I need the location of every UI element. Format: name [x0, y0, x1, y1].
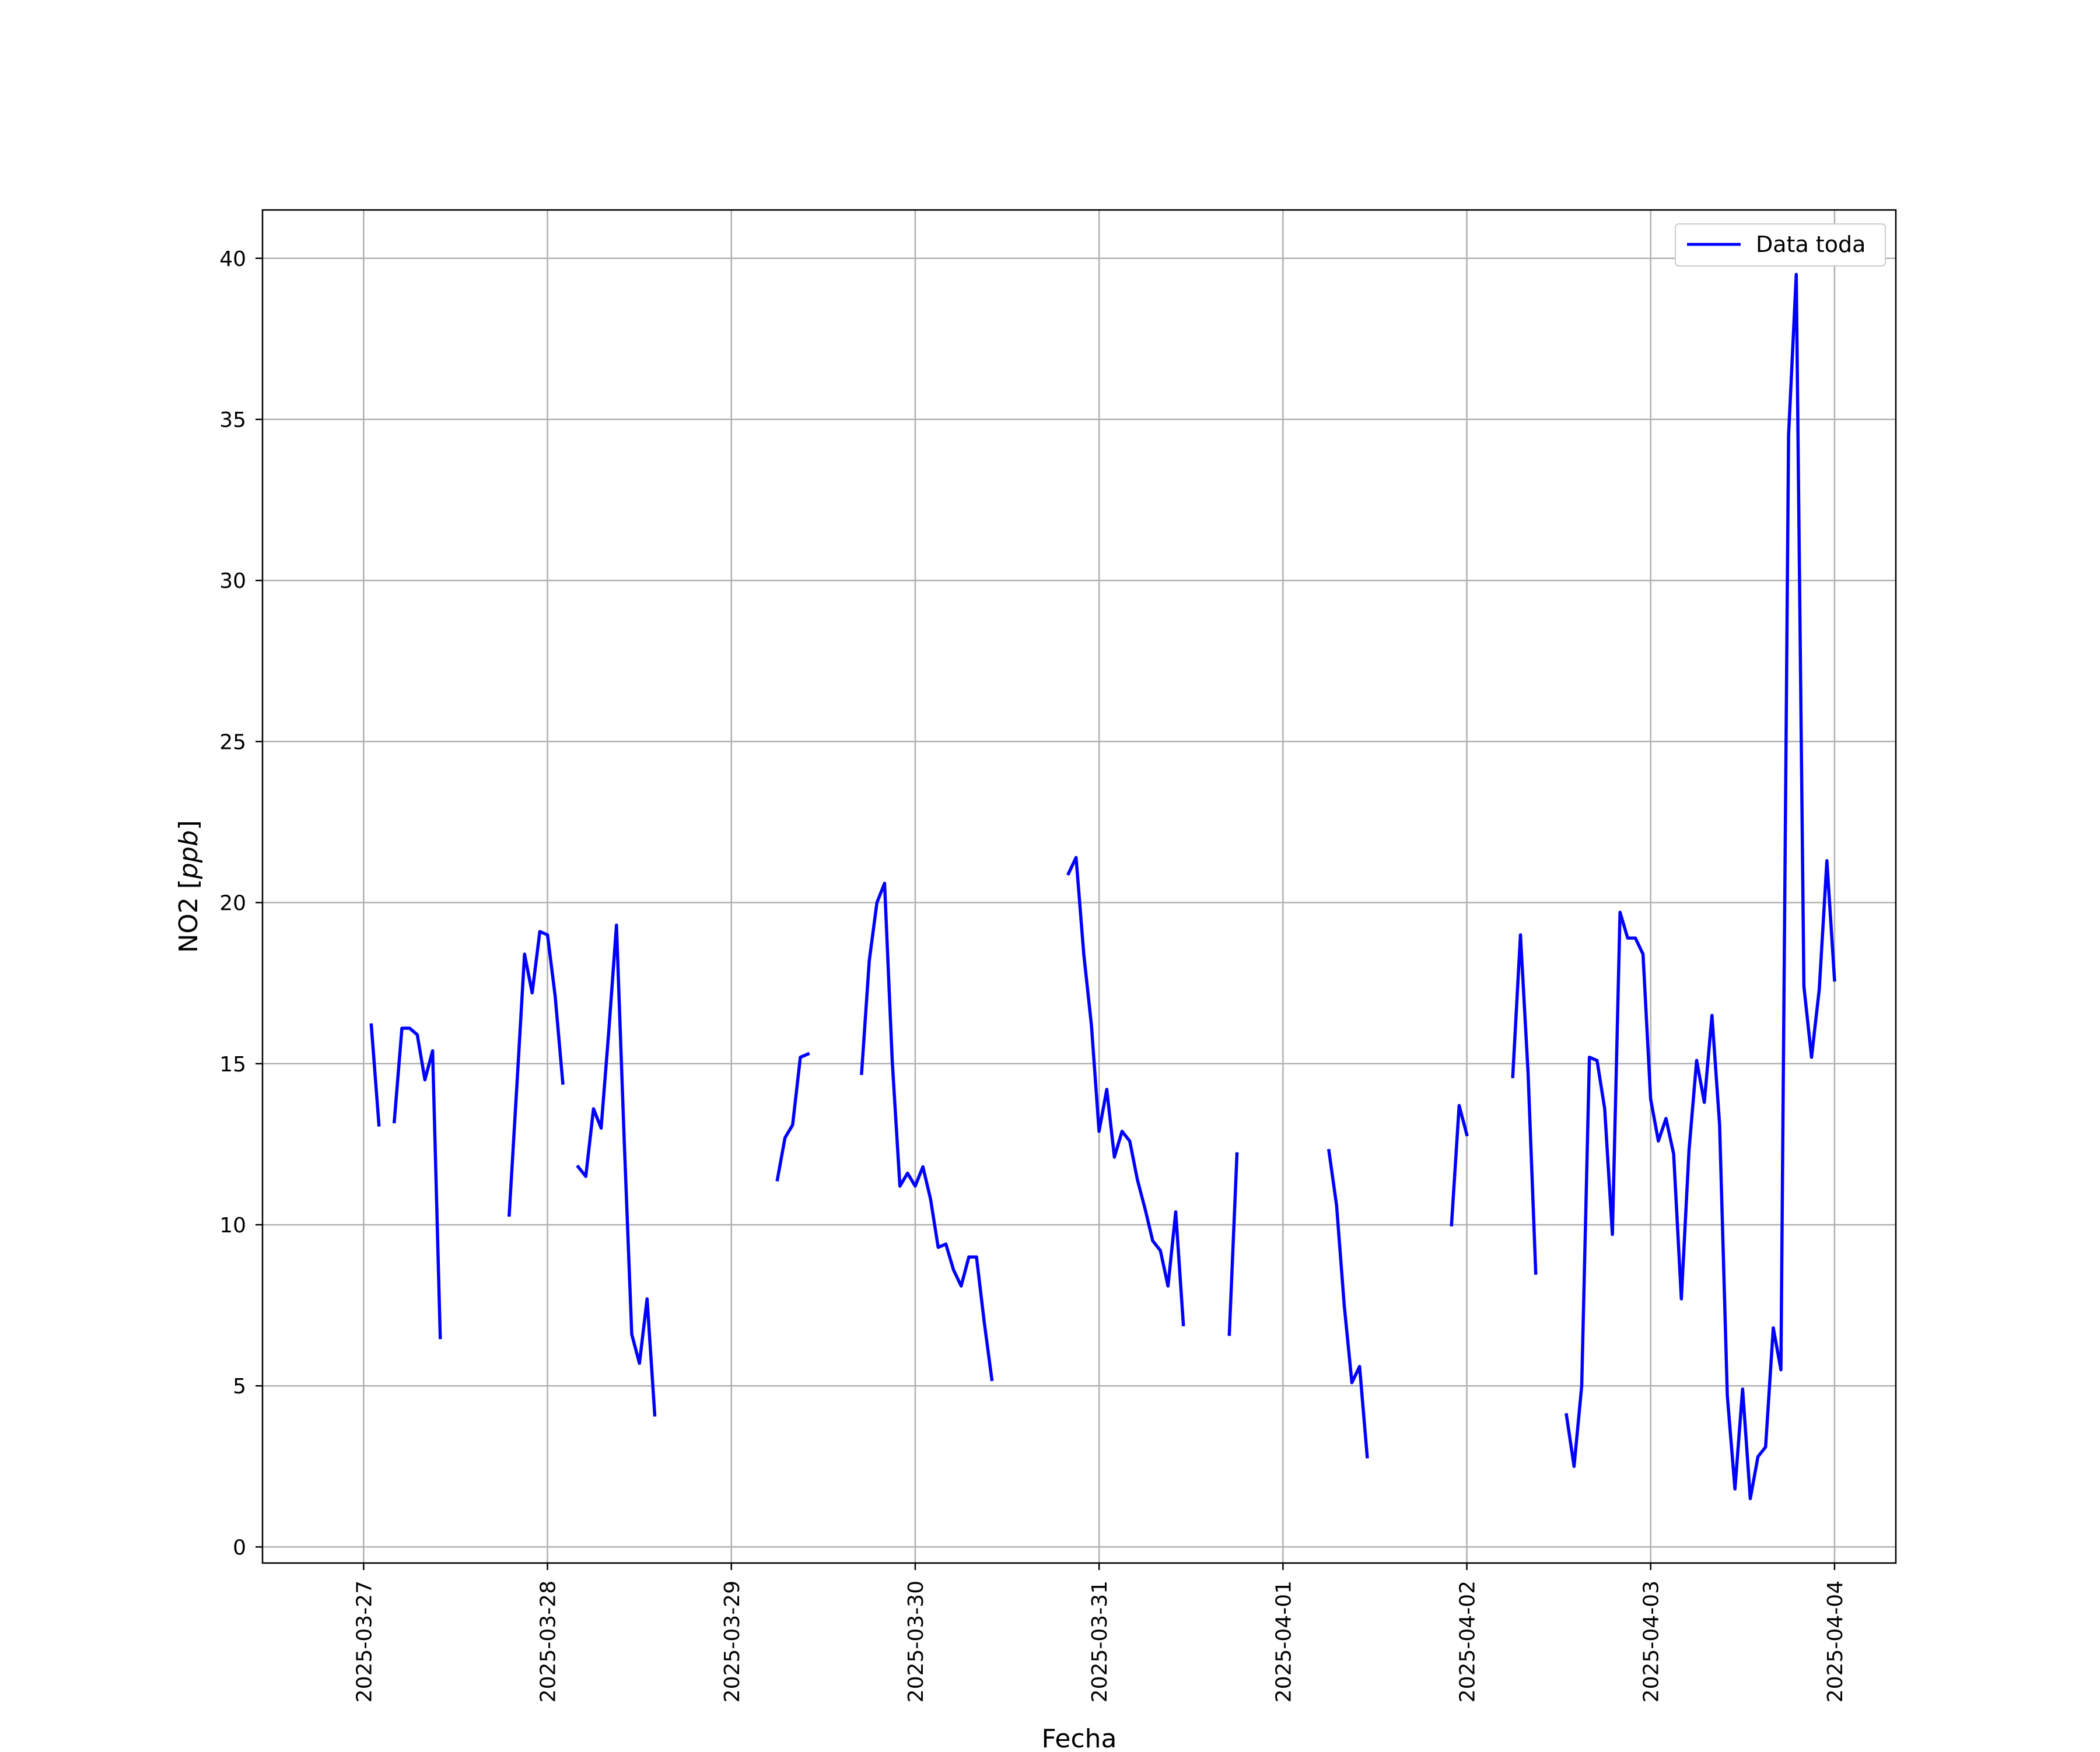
series-line-segment — [1066, 856, 1185, 1327]
x-tick-label: 2025-03-31 — [1088, 1581, 1112, 1702]
y-tick-label: 0 — [233, 1536, 246, 1560]
grid — [262, 210, 1896, 1563]
series-line-segment — [1326, 1148, 1369, 1459]
series-line-segment — [507, 930, 565, 1217]
axes-frame — [261, 209, 1897, 1564]
y-tick-label: 15 — [219, 1053, 246, 1077]
series-line-segment — [1564, 272, 1836, 1501]
x-tick-label: 2025-03-29 — [720, 1581, 744, 1702]
y-tick-label: 30 — [219, 569, 246, 593]
series-line-segment — [775, 1052, 810, 1182]
series-line-segment — [860, 881, 994, 1382]
series-line-segment — [1450, 1103, 1469, 1227]
y-tick-label: 40 — [219, 247, 246, 271]
series-line-segment — [576, 923, 657, 1417]
series-line-segment — [392, 1026, 442, 1340]
series-line-segment — [1227, 1152, 1239, 1336]
y-axis-label-text: NO2 [ — [174, 879, 204, 953]
x-tick-label: 2025-03-28 — [537, 1581, 561, 1702]
legend-box — [1675, 223, 1886, 267]
y-axis-label-unit: ppb — [174, 830, 204, 879]
x-tick-label: 2025-04-02 — [1456, 1581, 1480, 1702]
y-tick-label: 10 — [219, 1214, 246, 1238]
y-axis-label-close: ] — [174, 820, 204, 830]
y-tick-label: 5 — [233, 1375, 246, 1399]
y-tick-label: 25 — [219, 730, 246, 754]
x-tick-label: 2025-03-27 — [352, 1581, 376, 1702]
y-tick-label: 20 — [219, 892, 246, 916]
series-layer — [369, 272, 1836, 1501]
legend: Data toda — [1675, 223, 1886, 267]
y-axis-label: NO2 [ppb] — [174, 820, 204, 953]
x-tick-label: 2025-03-30 — [904, 1581, 928, 1702]
series-line-segment — [1511, 933, 1538, 1275]
ticks: 0 5 10 15 20 25 30 35 40 2025-03-27 2025-03-28 2025… — [219, 247, 1847, 1702]
y-tick-label: 35 — [219, 408, 246, 432]
x-tick-label: 2025-04-01 — [1272, 1581, 1296, 1702]
series-line-segment — [369, 1023, 381, 1127]
x-tick-label: 2025-04-04 — [1824, 1581, 1847, 1702]
x-tick-label: 2025-04-03 — [1640, 1581, 1664, 1702]
x-axis-label: Fecha — [1041, 1724, 1116, 1750]
legend-label-data-toda: Data toda — [1756, 232, 1866, 257]
